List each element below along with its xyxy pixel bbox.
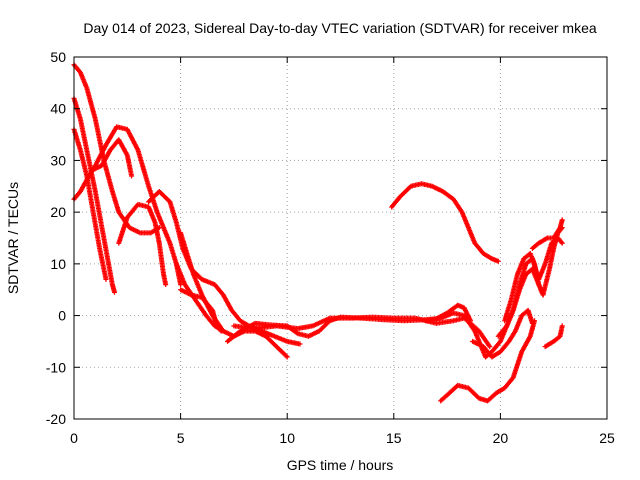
x-tick-label: 15 [386, 430, 402, 446]
x-tick-label: 10 [279, 430, 295, 446]
series-track-14 [389, 181, 501, 264]
series-track-5 [88, 137, 135, 179]
y-tick-label: 50 [50, 49, 66, 65]
data-point [487, 344, 493, 350]
data-point [129, 173, 135, 179]
data-point [284, 354, 290, 360]
data-point [559, 323, 565, 329]
data-point [156, 225, 162, 231]
series-track-12 [231, 314, 493, 350]
series-track-10 [178, 287, 224, 334]
data-point [163, 282, 169, 288]
data-point [218, 328, 224, 334]
data-point [103, 276, 109, 282]
data-point [495, 258, 501, 264]
series-track-21 [542, 323, 565, 350]
chart-title: Day 014 of 2023, Sidereal Day-to-day VTE… [83, 20, 596, 36]
y-tick-label: -10 [46, 359, 66, 375]
y-axis-label: SDTVAR / TECUs [5, 182, 21, 294]
x-tick-label: 25 [599, 430, 615, 446]
x-tick-label: 0 [70, 430, 78, 446]
data-point [112, 289, 118, 295]
y-tick-label: 20 [50, 204, 66, 220]
series-track-7 [146, 188, 303, 347]
y-tick-label: -20 [46, 411, 66, 427]
y-tick-label: 10 [50, 256, 66, 272]
series-track-20 [540, 225, 565, 298]
data-point [559, 217, 565, 223]
y-tick-label: 0 [58, 308, 66, 324]
x-tick-label: 5 [177, 430, 185, 446]
data-point [529, 320, 535, 326]
series-track-6 [116, 201, 169, 288]
x-axis-label: GPS time / hours [287, 457, 394, 473]
data-point [559, 225, 565, 231]
data-point [178, 282, 184, 288]
data-series [71, 62, 565, 404]
plot-frame [73, 56, 608, 420]
grid [74, 57, 607, 419]
data-point [559, 240, 565, 246]
x-tick-label: 20 [493, 430, 509, 446]
y-tick-label: 30 [50, 152, 66, 168]
y-tick-label: 40 [50, 101, 66, 117]
series-track-16 [470, 307, 535, 360]
axis-ticks: 0 5 10 15 20 25 -20 -10 0 10 20 30 40 50 [46, 49, 615, 446]
series-track-15 [438, 318, 538, 404]
data-point [297, 341, 303, 347]
